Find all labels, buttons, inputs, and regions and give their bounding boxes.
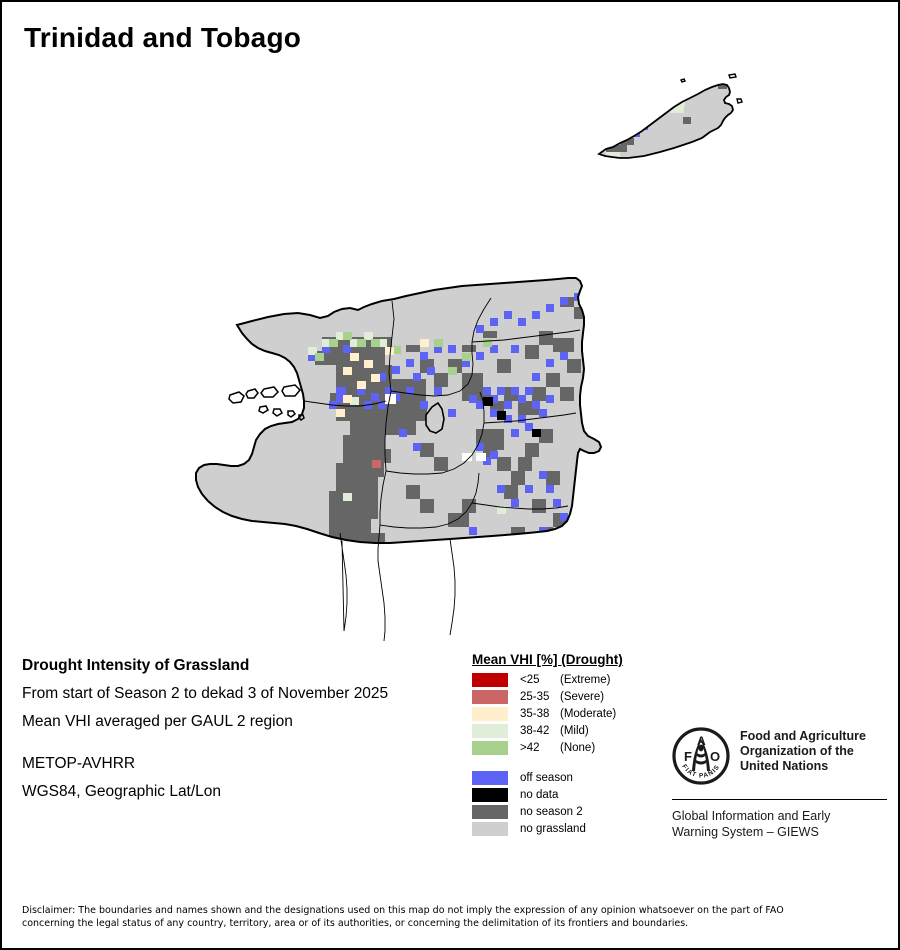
map-canvas[interactable] <box>2 57 898 647</box>
legend-title: Mean VHI [%] (Drought) <box>472 652 623 667</box>
giews-line-2: Warning System – GIEWS <box>672 825 819 839</box>
description-period: From start of Season 2 to dekad 3 of Nov… <box>22 685 389 702</box>
fao-logo: F A O FIAT PANIS <box>672 727 730 790</box>
legend-item-none: >42 (None) <box>472 740 672 756</box>
disclaimer: Disclaimer: The boundaries and names sho… <box>22 905 882 930</box>
legend-item-mild: 38-42 (Mild) <box>472 723 672 739</box>
legend-item-no-grassland: no grassland <box>472 821 672 837</box>
giews-line-1: Global Information and Early <box>672 809 831 823</box>
legend-label-mild: (Mild) <box>560 725 589 737</box>
legend-label-no-season-2: no season 2 <box>520 806 583 818</box>
legend-item-no-data: no data <box>472 787 672 803</box>
legend-label-moderate: (Moderate) <box>560 708 617 720</box>
fao-branding-block: F A O FIAT PANIS Food and Agriculture Or… <box>672 727 887 840</box>
legend-swatch-none <box>472 741 508 755</box>
island-tobago[interactable] <box>592 73 743 172</box>
map-legend: Mean VHI [%] (Drought) <25 (Extreme) 25-3… <box>472 652 672 838</box>
disclaimer-line-1: Disclaimer: The boundaries and names sho… <box>22 905 784 916</box>
fao-divider <box>672 799 887 800</box>
legend-swatch-no-season-2 <box>472 805 508 819</box>
legend-item-moderate: 35-38 (Moderate) <box>472 706 672 722</box>
giews-system-name: Global Information and Early Warning Sys… <box>672 808 887 840</box>
map-description-block: Drought Intensity of Grassland From star… <box>22 657 462 811</box>
legend-item-severe: 25-35 (Severe) <box>472 689 672 705</box>
legend-label-severe: (Severe) <box>560 691 605 703</box>
tobago-islets <box>680 73 743 104</box>
fao-org-line-3: United Nations <box>740 759 829 773</box>
bocas-islets <box>228 384 305 421</box>
legend-swatch-no-grassland <box>472 822 508 836</box>
legend-swatch-mild <box>472 724 508 738</box>
legend-label-extreme: (Extreme) <box>560 674 611 686</box>
legend-swatch-moderate <box>472 707 508 721</box>
legend-range-moderate: 35-38 <box>520 708 550 720</box>
tobago-coastline <box>597 83 734 159</box>
legend-label-none: (None) <box>560 742 596 754</box>
description-metric: Mean VHI averaged per GAUL 2 region <box>22 713 293 730</box>
legend-label-no-data: no data <box>520 789 559 801</box>
description-projection: WGS84, Geographic Lat/Lon <box>22 783 222 800</box>
fao-organization-name: Food and Agriculture Organization of the… <box>740 727 866 774</box>
legend-item-off-season: off season <box>472 770 672 786</box>
svg-text:O: O <box>710 749 720 764</box>
island-trinidad[interactable] <box>182 267 612 642</box>
legend-swatch-off-season <box>472 771 508 785</box>
admin-boundaries <box>303 297 581 642</box>
description-sensor: METOP-AVHRR <box>22 755 136 772</box>
svg-text:A: A <box>697 734 706 748</box>
legend-range-mild: 38-42 <box>520 725 550 737</box>
legend-label-no-grassland: no grassland <box>520 823 586 835</box>
legend-item-extreme: <25 (Extreme) <box>472 672 672 688</box>
disclaimer-line-2: concerning the legal status of any count… <box>22 917 689 929</box>
trinidad-coastline <box>195 277 603 544</box>
legend-label-off-season: off season <box>520 772 573 784</box>
page-title: Trinidad and Tobago <box>24 22 302 53</box>
description-heading: Drought Intensity of Grassland <box>22 657 250 674</box>
trinidad-tobago-map[interactable] <box>2 57 898 647</box>
legend-range-extreme: <25 <box>520 674 540 686</box>
svg-text:F: F <box>684 749 692 764</box>
legend-swatch-severe <box>472 690 508 704</box>
legend-range-severe: 25-35 <box>520 691 550 703</box>
legend-swatch-extreme <box>472 673 508 687</box>
fao-org-line-2: Organization of the <box>740 744 854 758</box>
legend-range-none: >42 <box>520 742 540 754</box>
fao-org-line-1: Food and Agriculture <box>740 729 866 743</box>
legend-swatch-no-data <box>472 788 508 802</box>
inland-water-outline <box>425 401 445 434</box>
legend-item-no-season-2: no season 2 <box>472 804 672 820</box>
